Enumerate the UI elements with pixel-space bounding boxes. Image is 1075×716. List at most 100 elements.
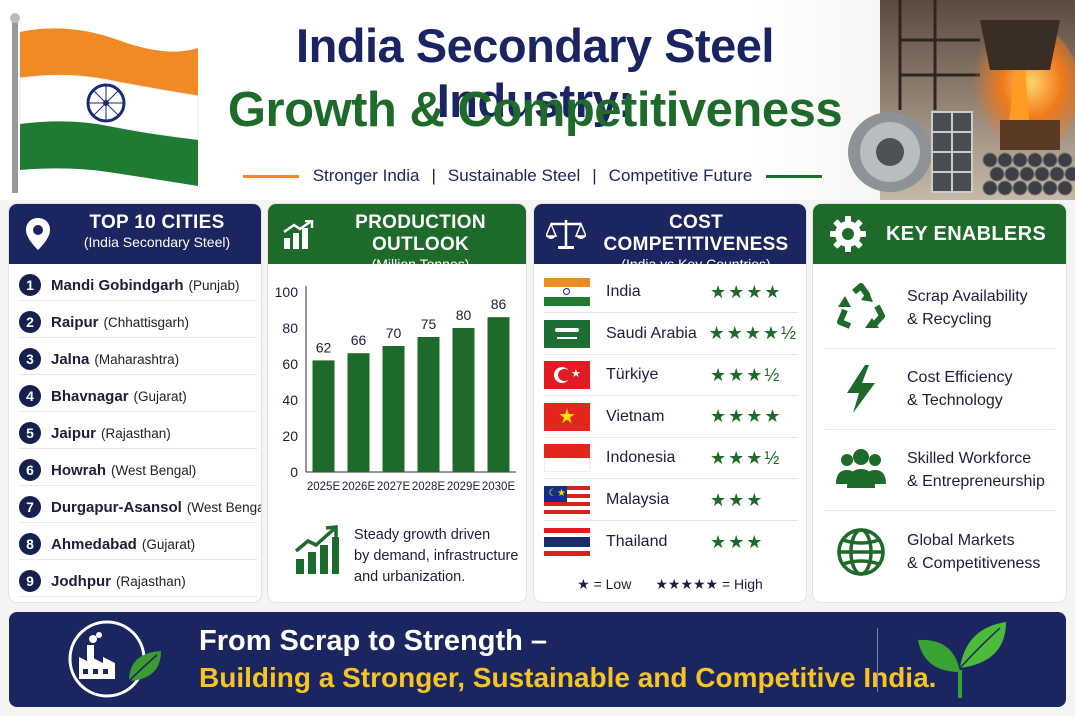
footer-line-1: From Scrap to Strength – [199, 625, 548, 657]
city-name: Jaipur [51, 424, 97, 442]
turkey-flag-icon: ★ [544, 361, 590, 390]
lightning-icon [847, 365, 875, 413]
production-outlook-title: PRODUCTION OUTLOOK [355, 212, 486, 255]
city-row: 9 Jodhpur (Rajasthan) [19, 566, 257, 597]
city-name: Durgapur-Asansol [51, 498, 182, 516]
bar-value-label: 75 [421, 316, 437, 332]
bar-growth-icon [283, 220, 314, 249]
balance-scale-icon [546, 220, 586, 249]
production-outlook-header: PRODUCTION OUTLOOK (Million Tonnes) [268, 204, 526, 272]
production-note-line: Steady growth driven [354, 527, 491, 543]
rating-legend-high: ★★★★★ = High [655, 576, 763, 592]
city-state: (Punjab) [188, 277, 240, 293]
city-row: 8 Ahmedabad (Gujarat) [19, 529, 257, 560]
city-rank-badge: 2 [19, 311, 41, 333]
country-row: Saudi Arabia ★★★★½ [544, 314, 798, 355]
country-name: Thailand [606, 533, 668, 551]
tagline-item: Sustainable Steel [447, 166, 581, 185]
country-name: Saudi Arabia [606, 324, 697, 342]
malaysia-flag-icon: ☾★ [544, 486, 590, 514]
city-row: 1 Mandi Gobindgarh (Punjab) [19, 270, 257, 301]
top-cities-header: TOP 10 CITIES (India Secondary Steel) [9, 204, 261, 264]
city-row: 7 Durgapur-Asansol(West Bengal) [19, 492, 261, 523]
title-line-1: India Secondary Steel Industry: [296, 19, 774, 127]
city-name: Jalna [51, 350, 90, 368]
bar-value-label: 66 [351, 332, 367, 348]
bar [487, 317, 510, 472]
bar [382, 346, 405, 472]
city-rank-badge: 1 [19, 274, 41, 296]
city-state: (Rajasthan) [116, 573, 186, 589]
city-name: Howrah [51, 461, 107, 479]
factory-leaf-icon [68, 620, 161, 698]
leaf-sprout-icon [918, 622, 1006, 698]
globe-icon [837, 527, 885, 576]
city-row: 5 Jaipur (Rajasthan) [19, 418, 257, 449]
bar [312, 360, 335, 472]
tagline-separator: | [431, 166, 436, 185]
country-name: Türkiye [606, 366, 659, 384]
tagline-item: Stronger India [312, 166, 420, 185]
star-rating: ★★★★ [710, 281, 783, 302]
trend-up-icon [294, 525, 339, 574]
title-line-2: Growth & Competitiveness [227, 83, 843, 137]
city-row: 2 Raipur (Chhattisgarh) [19, 307, 257, 338]
country-row: India ★★★★ [544, 272, 798, 313]
tagline-left-rule [242, 174, 299, 178]
x-tick-label: 2030E [482, 481, 516, 493]
country-row: ☾★ Malaysia ★★★ [544, 480, 798, 521]
enabler-item: Skilled Workforce & Entrepreneurship [825, 430, 1055, 511]
bar [452, 328, 475, 472]
bar-value-label: 80 [456, 307, 472, 323]
top-cities-subtitle: (India Secondary Steel) [83, 234, 231, 250]
production-note-line: and urbanization. [354, 569, 466, 585]
bar [417, 337, 440, 472]
enabler-line: & Recycling [907, 311, 992, 328]
rating-legend: ★ = Low ★★★★★ = High [534, 576, 806, 593]
bar-value-label: 70 [386, 325, 402, 341]
city-state: (Maharashtra) [94, 351, 180, 367]
x-tick-label: 2026E [342, 481, 376, 493]
country-row: Indonesia ★★★½ [544, 438, 798, 480]
y-tick-label: 40 [282, 392, 298, 408]
rating-legend-low: ★ = Low [577, 576, 632, 592]
x-tick-label: 2028E [412, 481, 446, 493]
enabler-line: Scrap Availability [907, 288, 1028, 305]
footer-divider [877, 628, 878, 692]
bar-value-label: 62 [316, 339, 332, 355]
city-name: Ahmedabad [51, 535, 137, 553]
country-name: Indonesia [606, 449, 676, 467]
city-state: (Gujarat) [133, 388, 187, 404]
india-flag-icon [544, 278, 590, 306]
city-name: Jodhpur [51, 572, 111, 590]
enabler-line: & Technology [907, 392, 1003, 409]
production-note: Steady growth driven by demand, infrastr… [354, 525, 518, 588]
star-rating: ★★★ [710, 531, 765, 552]
bar-value-label: 86 [491, 296, 507, 312]
key-enablers-header: KEY ENABLERS [813, 204, 1066, 264]
tagline: Stronger India | Sustainable Steel | Com… [225, 164, 840, 188]
country-name: Malaysia [606, 491, 670, 508]
city-rank-badge: 3 [19, 348, 41, 370]
city-row: 3 Jalna (Maharashtra) [19, 344, 257, 375]
country-name: India [606, 283, 641, 300]
city-state: (West Bengal) [186, 499, 261, 515]
production-bar-chart: 0 20 40 60 80 100 62 2025E 66 2026E 70 2027E 75 2028E… [275, 284, 516, 493]
footer-banner: From Scrap to Strength – Building a Stro… [9, 612, 1066, 707]
bar [347, 353, 370, 472]
country-row: Thailand ★★★ [544, 522, 798, 563]
star-rating: ★★★ [710, 489, 765, 510]
city-state: (Gujarat) [141, 536, 196, 552]
production-note-line: by demand, infrastructure [354, 548, 519, 564]
header: India Secondary Steel Industry: Growth &… [0, 0, 1075, 200]
city-name: Raipur [51, 313, 99, 331]
enabler-line: Cost Efficiency [907, 369, 1013, 386]
y-tick-label: 20 [282, 428, 298, 444]
steel-plant-image [848, 0, 1075, 200]
key-enablers-panel: KEY ENABLERS Scrap Availability & Recycl… [813, 204, 1066, 602]
y-tick-label: 100 [275, 284, 299, 300]
footer-line-2: Building a Stronger, Sustainable and Com… [199, 662, 937, 693]
city-rank-badge: 8 [19, 533, 41, 555]
recycle-icon [837, 283, 885, 329]
